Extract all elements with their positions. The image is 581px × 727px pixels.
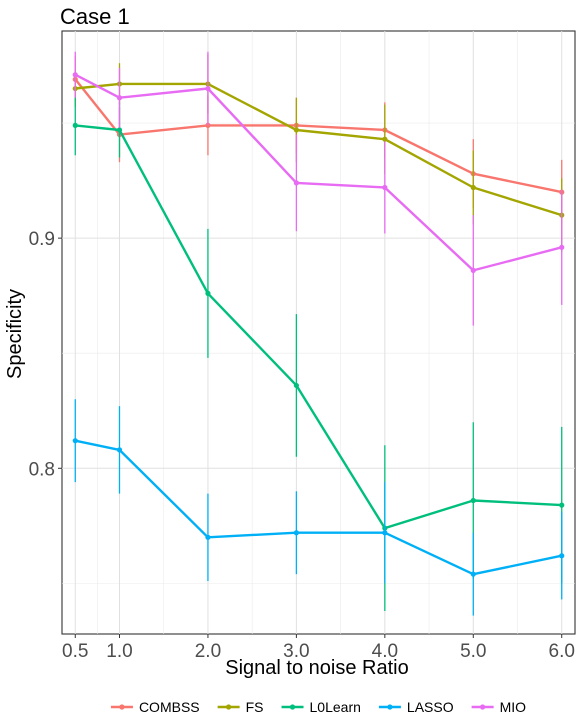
legend-item-fs: FS — [217, 699, 264, 715]
series-line — [74, 73, 563, 272]
x-axis: 0.5 1.0 2.0 3.0 4.0 5.0 6.0 — [62, 634, 575, 662]
data-point — [559, 502, 565, 508]
y-axis-label: Specificity — [4, 289, 26, 379]
data-point — [382, 184, 388, 191]
x-tick-label: 5.0 — [460, 641, 486, 662]
data-point — [382, 530, 388, 536]
data-point — [205, 290, 211, 296]
series-layer — [72, 51, 565, 616]
data-point — [382, 136, 388, 142]
x-tick-label: 6.0 — [549, 641, 575, 662]
plot-area — [61, 30, 576, 635]
legend-label: L0Learn — [310, 699, 361, 715]
legend-item-combss: COMBSS — [110, 699, 200, 715]
data-point — [293, 382, 299, 389]
data-point — [116, 447, 123, 453]
series-combss — [72, 56, 565, 225]
data-point — [72, 72, 78, 78]
grid-minor — [62, 31, 575, 634]
data-point — [293, 127, 299, 133]
x-tick-label: 2.0 — [195, 641, 221, 662]
series-line — [75, 439, 562, 576]
x-tick-label: 3.0 — [283, 641, 309, 662]
legend-label: COMBSS — [139, 699, 200, 715]
legend-label: MIO — [500, 699, 527, 715]
legend-label: LASSO — [407, 699, 454, 715]
x-axis-label: Signal to noise Ratio — [225, 657, 408, 679]
y-tick-label: 0.9 — [29, 229, 55, 250]
legend-key-point — [480, 704, 486, 710]
legend-key-point — [119, 704, 125, 710]
data-point — [205, 534, 211, 540]
series-mio — [72, 51, 565, 326]
data-point — [205, 85, 211, 92]
series-line — [75, 124, 562, 530]
legend-key-point — [226, 704, 232, 710]
chart-title: Case 1 — [60, 4, 130, 29]
legend: COMBSS FS L0Learn LASSO MIO — [110, 699, 527, 715]
series-fs — [72, 54, 565, 252]
legend-item-mio: MIO — [471, 699, 527, 715]
panel-border — [61, 30, 576, 635]
data-point — [470, 184, 476, 191]
y-tick-label: 0.8 — [29, 459, 55, 480]
series-line — [74, 78, 562, 194]
legend-item-l0learn: L0Learn — [281, 699, 361, 715]
y-axis: 0.8 0.9 — [29, 229, 62, 480]
grid-major — [62, 31, 575, 634]
x-tick-label: 4.0 — [372, 641, 398, 662]
data-point — [72, 438, 78, 444]
data-point — [470, 267, 476, 273]
data-point — [72, 122, 78, 128]
data-point — [293, 180, 299, 186]
data-point — [470, 571, 476, 577]
legend-key-point — [289, 704, 296, 710]
data-point — [116, 95, 123, 101]
data-point — [470, 497, 476, 504]
data-point — [559, 244, 565, 250]
legend-key-point — [387, 704, 393, 710]
legend-label: FS — [246, 699, 264, 715]
data-point — [559, 553, 565, 559]
x-tick-label: 0.5 — [62, 641, 88, 662]
data-point — [293, 530, 299, 536]
x-tick-label: 1.0 — [106, 641, 132, 662]
series-line — [75, 82, 563, 217]
series-lasso — [72, 399, 565, 616]
legend-item-lasso: LASSO — [378, 699, 454, 715]
data-point — [116, 127, 123, 133]
